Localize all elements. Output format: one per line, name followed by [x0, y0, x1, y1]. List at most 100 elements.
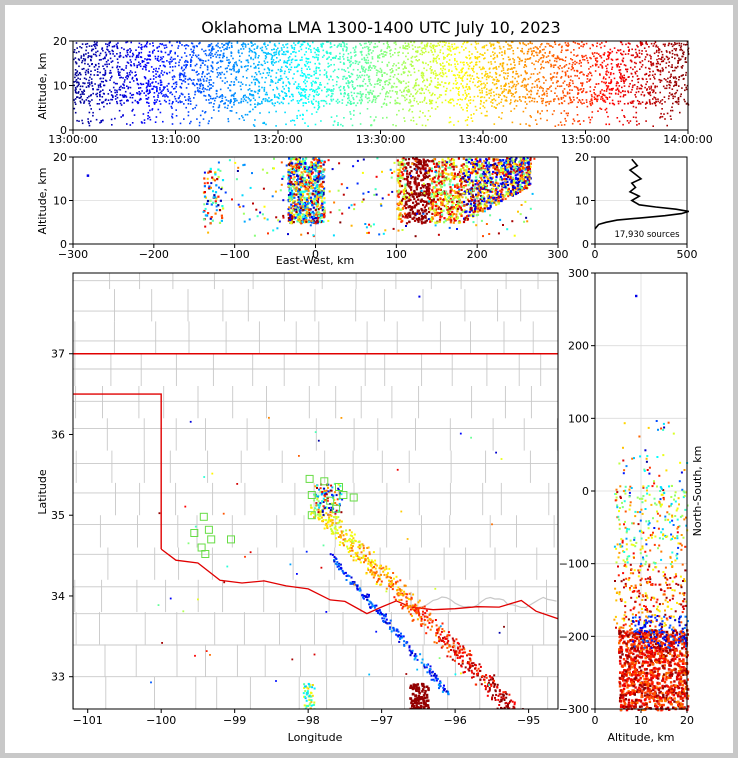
time-altitude-point	[300, 48, 303, 51]
time-altitude-point	[678, 44, 681, 47]
eastwest-point	[306, 198, 309, 201]
time-altitude-point	[525, 123, 527, 125]
time-altitude-point	[291, 46, 293, 49]
time-altitude-point	[560, 46, 563, 49]
time-altitude-point	[501, 112, 503, 114]
time-altitude-point	[347, 81, 350, 84]
time-altitude-point	[148, 58, 150, 61]
eastwest-point	[302, 209, 305, 212]
time-altitude-point	[235, 61, 237, 63]
time-altitude-point	[648, 99, 651, 101]
time-altitude-point	[171, 115, 173, 118]
time-altitude-point	[265, 56, 268, 58]
time-altitude-point	[613, 103, 616, 106]
eastwest-point	[315, 177, 318, 180]
time-altitude-point	[461, 77, 464, 79]
time-altitude-point	[380, 71, 383, 73]
time-altitude-point	[294, 44, 297, 46]
eastwest-point	[319, 215, 323, 218]
time-altitude-point	[441, 71, 444, 74]
time-altitude-point	[79, 85, 82, 88]
time-altitude-point	[313, 95, 315, 98]
time-altitude-point	[349, 51, 352, 54]
time-altitude-point	[613, 77, 616, 80]
time-altitude-point	[420, 92, 423, 95]
time-altitude-point	[278, 53, 280, 56]
time-altitude-point	[443, 41, 446, 44]
time-altitude-point	[335, 55, 337, 57]
time-altitude-point	[218, 106, 221, 108]
eastwest-point	[321, 202, 324, 205]
time-altitude-point	[653, 43, 656, 45]
eastwest-point	[297, 206, 300, 209]
time-altitude-point	[108, 51, 111, 53]
time-altitude-point	[149, 85, 152, 87]
time-altitude-point	[183, 118, 185, 120]
time-altitude-point	[359, 93, 361, 95]
time-altitude-point	[380, 49, 383, 51]
time-altitude-point	[360, 65, 363, 68]
time-altitude-point	[527, 48, 530, 51]
time-altitude-point	[270, 81, 272, 83]
time-altitude-point	[292, 98, 294, 101]
time-altitude-point	[423, 44, 426, 47]
time-altitude-point	[541, 49, 544, 51]
time-altitude-point	[107, 99, 110, 101]
time-altitude-point	[659, 69, 662, 72]
time-altitude-point	[382, 86, 384, 88]
time-altitude-point	[81, 119, 83, 122]
time-altitude-point	[455, 86, 457, 89]
time-altitude-point	[679, 46, 682, 49]
time-altitude-point	[665, 87, 668, 90]
time-altitude-point	[135, 49, 137, 51]
time-altitude-point	[257, 56, 259, 59]
time-altitude-point	[254, 81, 256, 84]
time-altitude-point	[289, 68, 292, 71]
eastwest-point	[289, 214, 292, 217]
time-altitude-point	[202, 118, 205, 120]
time-altitude-point	[523, 84, 526, 86]
time-altitude-point	[422, 81, 424, 83]
time-altitude-point	[315, 82, 317, 84]
time-altitude-point	[139, 63, 142, 65]
time-altitude-point	[194, 54, 197, 57]
time-altitude-point	[656, 49, 658, 52]
time-altitude-point	[520, 85, 523, 87]
time-altitude-point	[323, 69, 326, 71]
time-altitude-point	[163, 61, 165, 63]
time-altitude-point	[248, 47, 251, 50]
time-altitude-point	[485, 88, 488, 90]
time-altitude-point	[140, 47, 142, 49]
time-altitude-point	[141, 122, 143, 124]
time-altitude-point	[510, 101, 512, 104]
time-altitude-point	[610, 79, 613, 81]
time-altitude-point	[302, 114, 304, 116]
time-altitude-point	[145, 64, 148, 67]
time-altitude-point	[420, 49, 423, 52]
time-altitude-point	[307, 66, 310, 68]
time-altitude-point	[446, 87, 448, 90]
time-altitude-point	[543, 92, 546, 94]
time-altitude-point	[452, 74, 455, 76]
time-altitude-point	[242, 48, 245, 50]
eastwest-point	[301, 215, 304, 218]
time-altitude-point	[138, 99, 141, 101]
time-altitude-point	[177, 45, 180, 47]
time-altitude-point	[620, 52, 622, 55]
time-altitude-point	[452, 99, 455, 102]
time-altitude-point	[670, 118, 672, 120]
time-altitude-point	[581, 71, 583, 73]
time-altitude-point	[328, 56, 330, 58]
eastwest-point	[313, 175, 316, 178]
time-altitude-point	[600, 63, 602, 66]
time-altitude-point	[258, 82, 261, 84]
time-altitude-point	[74, 69, 77, 71]
eastwest-point	[312, 215, 315, 218]
time-altitude-point	[381, 73, 383, 76]
time-altitude-point	[195, 45, 198, 47]
time-altitude-point	[606, 67, 608, 70]
time-altitude-point	[650, 85, 653, 88]
time-altitude-point	[141, 68, 144, 70]
time-altitude-point	[249, 103, 252, 106]
time-altitude-point	[85, 86, 88, 88]
